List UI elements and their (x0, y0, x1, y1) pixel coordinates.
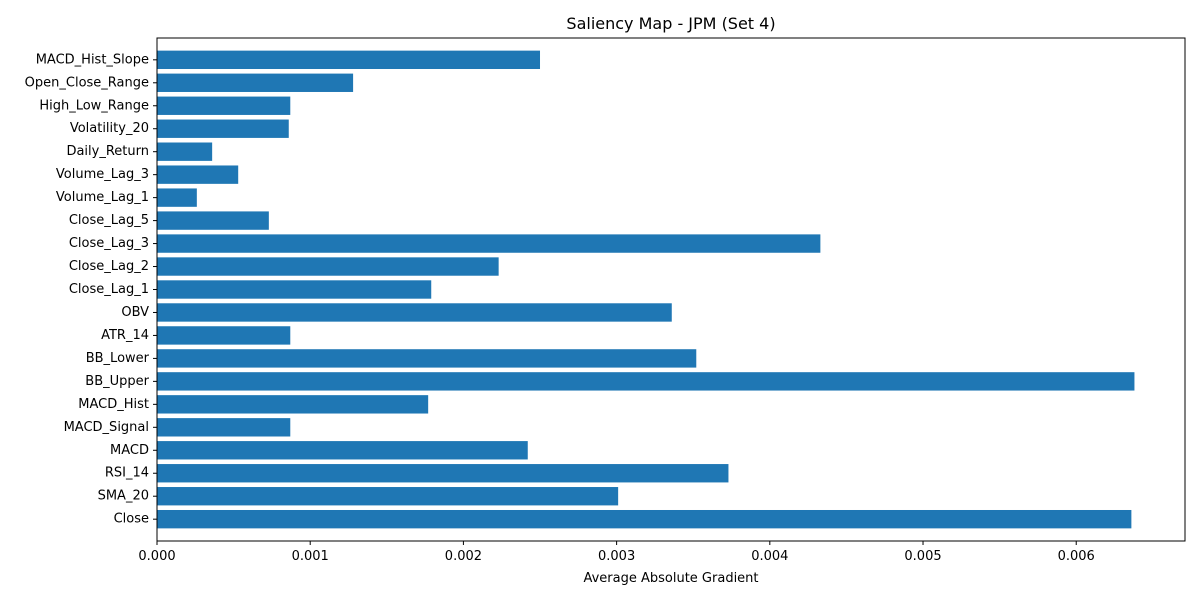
x-tick-label: 0.005 (904, 549, 941, 564)
y-tick-label: MACD_Hist (78, 397, 149, 412)
bar-bb-upper (157, 372, 1135, 391)
bar-volatility-20 (157, 119, 289, 138)
y-tick-label: ATR_14 (101, 328, 149, 343)
bar-close-lag-1 (157, 280, 432, 299)
y-tick-label: RSI_14 (105, 466, 149, 481)
bar-macd-hist-slope (157, 50, 541, 70)
y-tick-label: Close_Lag_2 (69, 259, 149, 274)
bar-sma-20 (157, 487, 619, 506)
plot-frame (156, 37, 1186, 542)
x-tick-label: 0.006 (1058, 549, 1095, 564)
bar-volume-lag-3 (157, 165, 239, 184)
y-tick-label: Close_Lag_5 (69, 213, 149, 228)
y-tick-label: BB_Lower (86, 351, 150, 366)
y-tick-label: MACD_Signal (64, 420, 149, 435)
bar-daily-return (157, 142, 213, 161)
bar-macd-hist (157, 395, 429, 414)
bar-rsi-14 (157, 464, 729, 483)
x-tick-label: 0.003 (598, 549, 635, 564)
y-tick-label: Daily_Return (66, 144, 149, 159)
y-tick-label: BB_Upper (85, 374, 149, 389)
y-tick-label: Close_Lag_3 (69, 236, 149, 251)
bars-group (157, 50, 1135, 529)
bar-macd-signal (157, 418, 291, 437)
y-tick-label: Open_Close_Range (25, 75, 149, 90)
y-axis-ticks: Close SMA_20 RSI_14 MACD MACD_Signal MACD_His… (25, 52, 157, 527)
y-tick-label: Volume_Lag_3 (56, 167, 149, 182)
bar-close-lag-5 (157, 211, 269, 230)
bar-close (157, 509, 1132, 529)
x-tick-label: 0.001 (292, 549, 329, 564)
y-tick-label: MACD (110, 443, 149, 458)
y-tick-label: Volume_Lag_1 (56, 190, 149, 205)
bar-obv (157, 303, 672, 322)
y-tick-label: Close_Lag_1 (69, 282, 149, 297)
bar-open-close-range (157, 73, 354, 92)
y-tick-label: High_Low_Range (39, 98, 149, 113)
y-tick-label: Close (114, 512, 149, 527)
bar-macd (157, 441, 528, 460)
y-tick-label: Volatility_20 (70, 121, 149, 136)
x-tick-label: 0.000 (138, 549, 175, 564)
y-tick-label: SMA_20 (98, 489, 149, 504)
x-tick-label: 0.004 (751, 549, 788, 564)
bar-volume-lag-1 (157, 188, 197, 207)
bar-close-lag-2 (157, 257, 499, 276)
x-axis-ticks: 0.000 0.001 0.002 0.003 0.004 0.005 0.006 (138, 541, 1095, 564)
bar-bb-lower (157, 349, 697, 368)
bar-atr-14 (157, 326, 291, 345)
bar-high-low-range (157, 96, 291, 115)
x-axis-label: Average Absolute Gradient (583, 571, 758, 586)
x-tick-label: 0.002 (445, 549, 482, 564)
y-tick-label: OBV (121, 305, 149, 320)
chart-title: Saliency Map - JPM (Set 4) (566, 14, 775, 33)
y-tick-label: MACD_Hist_Slope (36, 52, 149, 67)
bar-close-lag-3 (157, 234, 821, 253)
